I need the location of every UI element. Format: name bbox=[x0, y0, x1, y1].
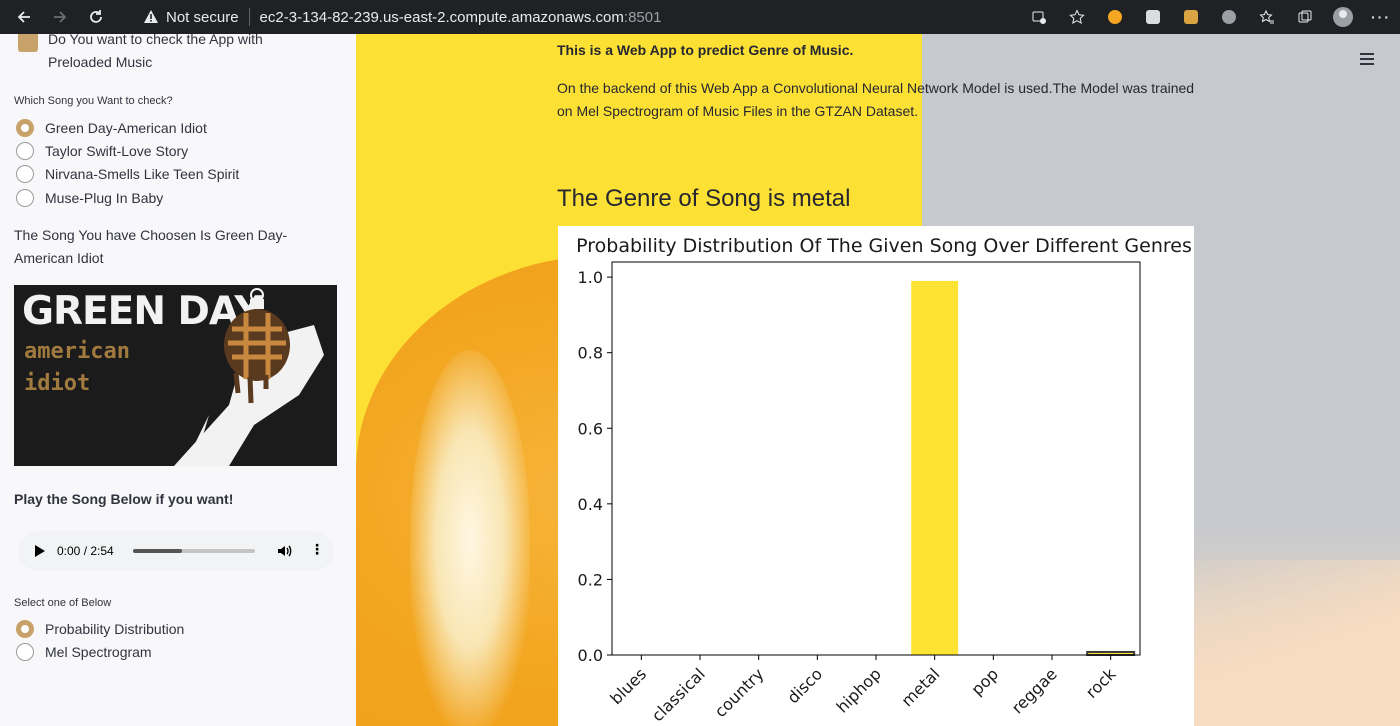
play-icon[interactable] bbox=[35, 545, 45, 557]
audio-more-icon[interactable]: ⋮ bbox=[310, 541, 324, 557]
intro-bold-text: This is a Web App to predict Genre of Mu… bbox=[557, 42, 854, 58]
radio-icon[interactable] bbox=[16, 643, 34, 661]
song-option[interactable]: Nirvana-Smells Like Teen Spirit bbox=[16, 163, 239, 185]
view-option-label: Probability Distribution bbox=[45, 621, 185, 637]
more-options-icon[interactable]: ··· bbox=[1371, 9, 1391, 25]
radio-icon[interactable] bbox=[16, 165, 34, 183]
chart-xtick-label: metal bbox=[898, 664, 944, 710]
chart-xtick-label: reggae bbox=[1008, 664, 1061, 717]
browser-toolbar: Not secure ec2-3-134-82-239.us-east-2.co… bbox=[0, 0, 1400, 34]
chart-ytick-label: 0.4 bbox=[578, 495, 603, 514]
chart-xtick-label: rock bbox=[1082, 664, 1120, 702]
song-option-label: Nirvana-Smells Like Teen Spirit bbox=[45, 166, 240, 182]
preload-checkbox-label: Do You want to check the App with Preloa… bbox=[48, 34, 263, 70]
url-port: :8501 bbox=[623, 8, 662, 26]
warning-icon bbox=[142, 8, 160, 26]
song-option[interactable]: Muse-Plug In Baby bbox=[16, 187, 163, 209]
background-splash bbox=[410, 350, 530, 726]
pattern-extension-icon[interactable] bbox=[1172, 0, 1210, 34]
preload-checkbox[interactable] bbox=[18, 34, 38, 52]
chart-ytick-label: 1.0 bbox=[578, 268, 603, 287]
chart-xtick-label: country bbox=[711, 664, 768, 721]
view-option[interactable]: Probability Distribution bbox=[16, 618, 184, 640]
album-title-line1: american bbox=[24, 339, 130, 364]
collections-icon[interactable] bbox=[1286, 0, 1324, 34]
site-settings-icon[interactable] bbox=[1020, 0, 1058, 34]
hamburger-menu-icon[interactable] bbox=[1360, 53, 1374, 65]
chart-ytick-label: 0.6 bbox=[578, 419, 603, 438]
chart-xtick-label: hiphop bbox=[833, 664, 885, 716]
view-option-label: Mel Spectrogram bbox=[45, 644, 152, 660]
chart-title: Probability Distribution Of The Given So… bbox=[576, 235, 1192, 257]
chart-xtick-label: pop bbox=[967, 664, 1002, 699]
url-host: ec2-3-134-82-239.us-east-2.compute.amazo… bbox=[259, 8, 624, 26]
volume-icon[interactable] bbox=[276, 543, 292, 562]
radio-icon[interactable] bbox=[16, 189, 34, 207]
play-song-heading: Play the Song Below if you want! bbox=[14, 491, 234, 507]
song-question-label: Which Song you Want to check? bbox=[14, 95, 173, 107]
model-description: On the backend of this Web App a Convolu… bbox=[557, 80, 1195, 119]
genre-result-heading: The Genre of Song is metal bbox=[557, 185, 851, 212]
sync-extension-icon[interactable] bbox=[1134, 0, 1172, 34]
album-title-line2: idiot bbox=[24, 371, 91, 396]
song-option-label: Muse-Plug In Baby bbox=[45, 190, 164, 206]
chart-ytick-label: 0.8 bbox=[578, 344, 603, 363]
extensions-area: ··· bbox=[1020, 0, 1400, 34]
probability-chart: Probability Distribution Of The Given So… bbox=[558, 226, 1194, 726]
back-icon[interactable] bbox=[6, 0, 42, 34]
album-cover: GREEN DAY american idiot bbox=[14, 285, 337, 466]
honey-extension-icon[interactable] bbox=[1096, 0, 1134, 34]
star-icon[interactable] bbox=[1058, 0, 1096, 34]
chosen-song-text: The Song You have Choosen Is Green Day-A… bbox=[14, 227, 288, 266]
song-option[interactable]: Green Day-American Idiot bbox=[16, 117, 207, 139]
radio-selected-icon[interactable] bbox=[16, 620, 34, 638]
address-bar[interactable]: Not secure ec2-3-134-82-239.us-east-2.co… bbox=[130, 3, 1060, 31]
album-band-name: GREEN DAY bbox=[22, 289, 263, 334]
address-separator bbox=[248, 8, 250, 26]
song-option-label: Taylor Swift-Love Story bbox=[45, 143, 189, 159]
audio-player[interactable]: 0:00 / 2:54 ⋮ bbox=[18, 531, 334, 571]
chart-xtick-label: blues bbox=[606, 664, 650, 708]
sidebar: Do You want to check the App with Preloa… bbox=[0, 34, 356, 726]
chart-xtick-label: disco bbox=[783, 664, 826, 707]
view-option[interactable]: Mel Spectrogram bbox=[16, 641, 152, 663]
forward-icon[interactable] bbox=[42, 0, 78, 34]
preload-checkbox-row[interactable]: Do You want to check the App with Preloa… bbox=[14, 34, 288, 74]
grammarly-extension-icon[interactable] bbox=[1210, 0, 1248, 34]
chart-ytick-label: 0.2 bbox=[578, 570, 603, 589]
radio-selected-icon[interactable] bbox=[16, 119, 34, 137]
reload-icon[interactable] bbox=[78, 0, 114, 34]
audio-progress-fill bbox=[133, 549, 182, 553]
chart-ytick-label: 0.0 bbox=[578, 646, 603, 665]
select-view-label: Select one of Below bbox=[14, 597, 112, 609]
chart-bar bbox=[911, 280, 959, 655]
song-option[interactable]: Taylor Swift-Love Story bbox=[16, 140, 188, 162]
audio-time: 0:00 / 2:54 bbox=[57, 544, 114, 558]
chart-frame bbox=[611, 261, 1141, 656]
not-secure-label: Not secure bbox=[166, 8, 239, 26]
song-option-label: Green Day-American Idiot bbox=[45, 120, 207, 136]
grenade-heart-icon bbox=[174, 288, 324, 466]
audio-progress-bar[interactable] bbox=[133, 549, 255, 553]
chart-xtick-label: classical bbox=[648, 664, 709, 725]
profile-avatar[interactable] bbox=[1324, 0, 1362, 34]
chart-svg: Probability Distribution Of The Given So… bbox=[576, 235, 1192, 725]
radio-icon[interactable] bbox=[16, 142, 34, 160]
favorites-icon[interactable] bbox=[1248, 0, 1286, 34]
